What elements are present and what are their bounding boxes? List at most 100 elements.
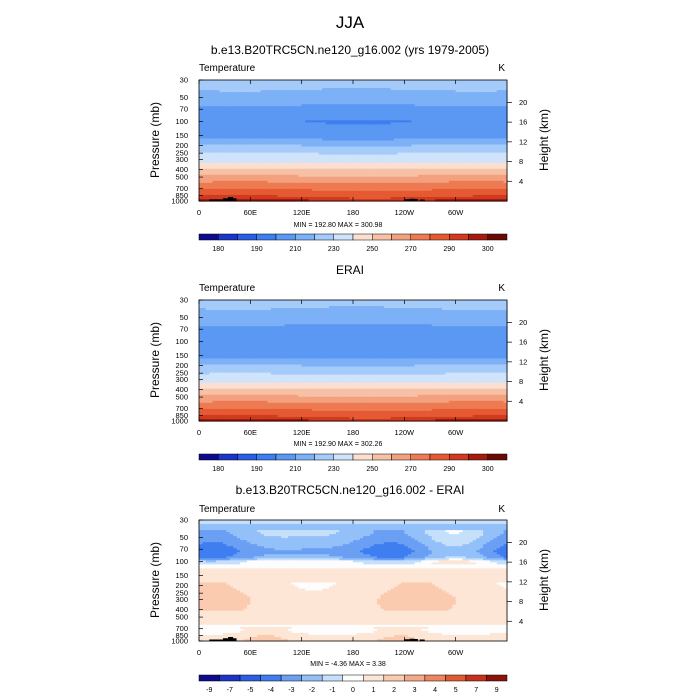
contour-cell [376, 116, 381, 119]
contour-cell [199, 156, 204, 160]
contour-cell [298, 108, 303, 111]
contour-cell [253, 82, 258, 85]
contour-cell [298, 82, 303, 85]
contour-cell [250, 158, 255, 162]
contour-cell [250, 172, 255, 176]
contour-cell [407, 172, 412, 176]
contour-cell [240, 182, 245, 186]
contour-cell [339, 104, 344, 107]
contour-cell [267, 124, 272, 127]
contour-cell [199, 188, 204, 192]
contour-cell [421, 158, 426, 162]
contour-cell [380, 154, 385, 158]
contour-cell [291, 186, 296, 190]
contour-cell [421, 106, 426, 109]
contour-cell [226, 104, 231, 107]
contour-cell [503, 176, 508, 180]
contour-cell [294, 98, 299, 101]
contour-cell [277, 138, 282, 142]
contour-cell [472, 186, 477, 190]
contour-cell [216, 150, 221, 154]
contour-cell [394, 112, 399, 115]
contour-cell [370, 98, 375, 101]
contour-cell [209, 128, 214, 132]
contour-cell [411, 116, 416, 119]
contour-cell [291, 106, 296, 109]
contour-cell [493, 98, 498, 101]
contour-cell [291, 142, 296, 146]
contour-cell [418, 170, 423, 174]
contour-cell [435, 108, 440, 111]
contour-cell [322, 80, 327, 83]
contour-cell [250, 176, 255, 180]
contour-cell [462, 176, 467, 180]
contour-cell [414, 148, 419, 152]
contour-cell [387, 174, 392, 178]
contour-cell [322, 108, 327, 111]
contour-cell [418, 158, 423, 162]
contour-cell [428, 132, 433, 136]
contour-cell [250, 162, 255, 166]
contour-cell [486, 160, 491, 164]
contour-cell [418, 98, 423, 101]
contour-cell [407, 130, 412, 134]
contour-cell [483, 134, 488, 138]
contour-cell [400, 128, 405, 132]
contour-cell [226, 188, 231, 192]
contour-cell [257, 118, 262, 121]
contour-cell [305, 180, 310, 184]
contour-cell [298, 180, 303, 184]
contour-cell [404, 104, 409, 107]
contour-cell [431, 82, 436, 85]
contour-cell [496, 96, 501, 99]
contour-cell [397, 120, 402, 123]
contour-cell [370, 168, 375, 172]
contour-cell [281, 154, 286, 158]
contour-cell [411, 140, 416, 144]
contour-cell [418, 162, 423, 166]
contour-cell [424, 174, 429, 178]
contour-cell [301, 170, 306, 174]
contour-cell [233, 176, 238, 180]
contour-cell [318, 84, 323, 87]
contour-cell [503, 130, 508, 134]
contour-cell [260, 154, 265, 158]
contour-cell [366, 186, 371, 190]
contour-cell [216, 176, 221, 180]
contour-cell [322, 88, 327, 91]
contour-cell [411, 82, 416, 85]
contour-cell [445, 118, 450, 121]
contour-cell [267, 110, 272, 113]
contour-cell [222, 148, 227, 152]
contour-cell [202, 90, 207, 93]
contour-cell [342, 88, 347, 91]
contour-cell [421, 180, 426, 184]
contour-cell [476, 124, 481, 127]
contour-cell [318, 170, 323, 174]
contour-cell [240, 134, 245, 138]
contour-cell [472, 104, 477, 107]
contour-cell [308, 188, 313, 192]
contour-cell [294, 150, 299, 154]
contour-cell [397, 188, 402, 192]
contour-cell [465, 110, 470, 113]
contour-cell [500, 158, 505, 162]
contour-cell [349, 124, 354, 127]
contour-cell [250, 130, 255, 134]
contour-cell [233, 140, 238, 144]
contour-cell [205, 164, 210, 168]
contour-cell [322, 176, 327, 180]
contour-cell [411, 94, 416, 97]
contour-cell [486, 162, 491, 166]
contour-cell [486, 98, 491, 101]
contour-cell [226, 118, 231, 121]
contour-cell [349, 148, 354, 152]
contour-cell [287, 80, 292, 83]
contour-cell [298, 168, 303, 172]
contour-cell [301, 116, 306, 119]
contour-cell [349, 134, 354, 138]
contour-cell [496, 108, 501, 111]
contour-cell [435, 126, 440, 129]
contour-cell [236, 154, 241, 158]
contour-cell [435, 162, 440, 166]
